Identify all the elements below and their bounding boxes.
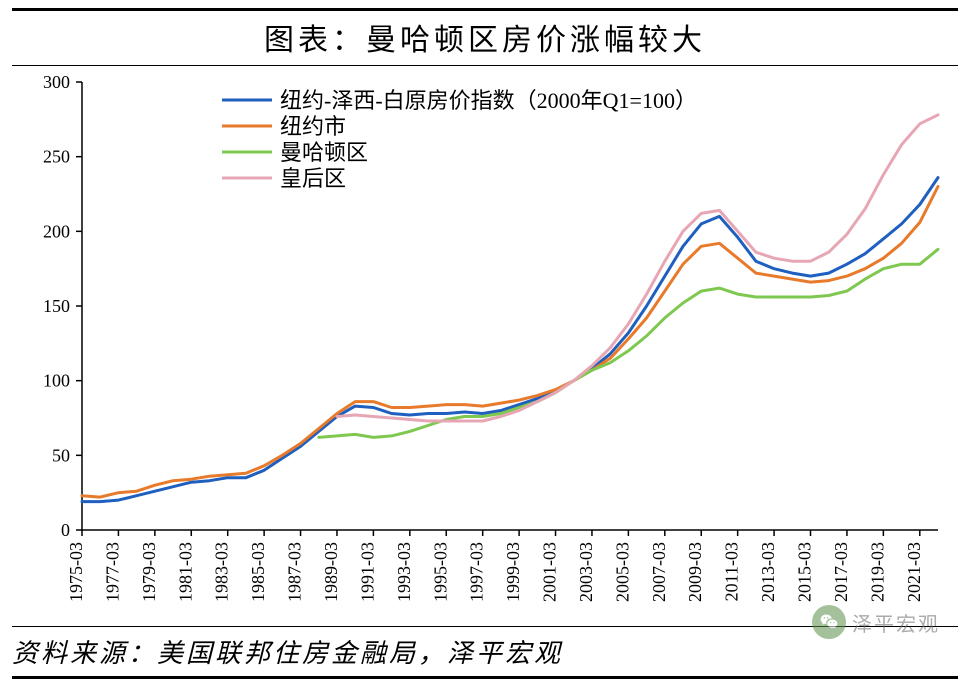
wechat-icon bbox=[812, 605, 846, 639]
svg-text:200: 200 bbox=[43, 221, 70, 241]
source-text: 资料来源：美国联邦住房金融局，泽平宏观 bbox=[12, 639, 563, 668]
svg-text:1999-03: 1999-03 bbox=[503, 542, 523, 602]
chart-area: 0 50 100 150 200 250 300 1975-03 1977-03 1979-03 1… bbox=[12, 66, 958, 626]
svg-text:2017-03: 2017-03 bbox=[831, 542, 851, 602]
series-line bbox=[82, 178, 938, 502]
svg-text:2013-03: 2013-03 bbox=[758, 542, 778, 602]
svg-text:2011-03: 2011-03 bbox=[722, 542, 742, 601]
svg-text:2007-03: 2007-03 bbox=[649, 542, 669, 602]
svg-text:2003-03: 2003-03 bbox=[576, 542, 596, 602]
svg-text:250: 250 bbox=[43, 147, 70, 167]
svg-text:1977-03: 1977-03 bbox=[102, 542, 122, 602]
watermark-text: 泽平宏观 bbox=[852, 608, 940, 637]
svg-text:100: 100 bbox=[43, 371, 70, 391]
svg-text:150: 150 bbox=[43, 296, 70, 316]
svg-text:50: 50 bbox=[52, 445, 70, 465]
svg-text:2005-03: 2005-03 bbox=[612, 542, 632, 602]
svg-text:1997-03: 1997-03 bbox=[467, 542, 487, 602]
chart-figure: 图表：曼哈顿区房价涨幅较大 0 50 100 150 200 250 300 1975-03 1… bbox=[0, 0, 970, 699]
svg-text:1975-03: 1975-03 bbox=[66, 542, 86, 602]
svg-text:1983-03: 1983-03 bbox=[212, 542, 232, 602]
svg-text:2021-03: 2021-03 bbox=[904, 542, 924, 602]
svg-text:1985-03: 1985-03 bbox=[248, 542, 268, 602]
svg-text:1987-03: 1987-03 bbox=[285, 542, 305, 602]
svg-text:1991-03: 1991-03 bbox=[357, 542, 377, 602]
svg-text:2009-03: 2009-03 bbox=[685, 542, 705, 602]
svg-text:2015-03: 2015-03 bbox=[795, 542, 815, 602]
legend-label: 纽约市 bbox=[280, 114, 346, 139]
title-bar: 图表：曼哈顿区房价涨幅较大 bbox=[12, 8, 958, 66]
svg-text:2001-03: 2001-03 bbox=[540, 542, 560, 602]
watermark: 泽平宏观 bbox=[812, 605, 940, 639]
svg-text:1981-03: 1981-03 bbox=[175, 542, 195, 602]
svg-text:1979-03: 1979-03 bbox=[139, 542, 159, 602]
svg-text:300: 300 bbox=[43, 72, 70, 92]
svg-text:1995-03: 1995-03 bbox=[430, 542, 450, 602]
svg-text:1993-03: 1993-03 bbox=[394, 542, 414, 602]
legend-label: 皇后区 bbox=[280, 166, 346, 191]
line-chart-svg: 0 50 100 150 200 250 300 1975-03 1977-03 1979-03 1… bbox=[12, 66, 958, 626]
series-line bbox=[337, 115, 938, 421]
chart-title: 图表：曼哈顿区房价涨幅较大 bbox=[264, 24, 706, 57]
svg-text:2019-03: 2019-03 bbox=[867, 542, 887, 602]
series-line bbox=[82, 187, 938, 498]
legend-label: 曼哈顿区 bbox=[280, 140, 368, 165]
svg-text:1989-03: 1989-03 bbox=[321, 542, 341, 602]
svg-text:0: 0 bbox=[61, 520, 70, 540]
legend-label: 纽约-泽西-白原房价指数（2000年Q1=100） bbox=[280, 88, 697, 113]
